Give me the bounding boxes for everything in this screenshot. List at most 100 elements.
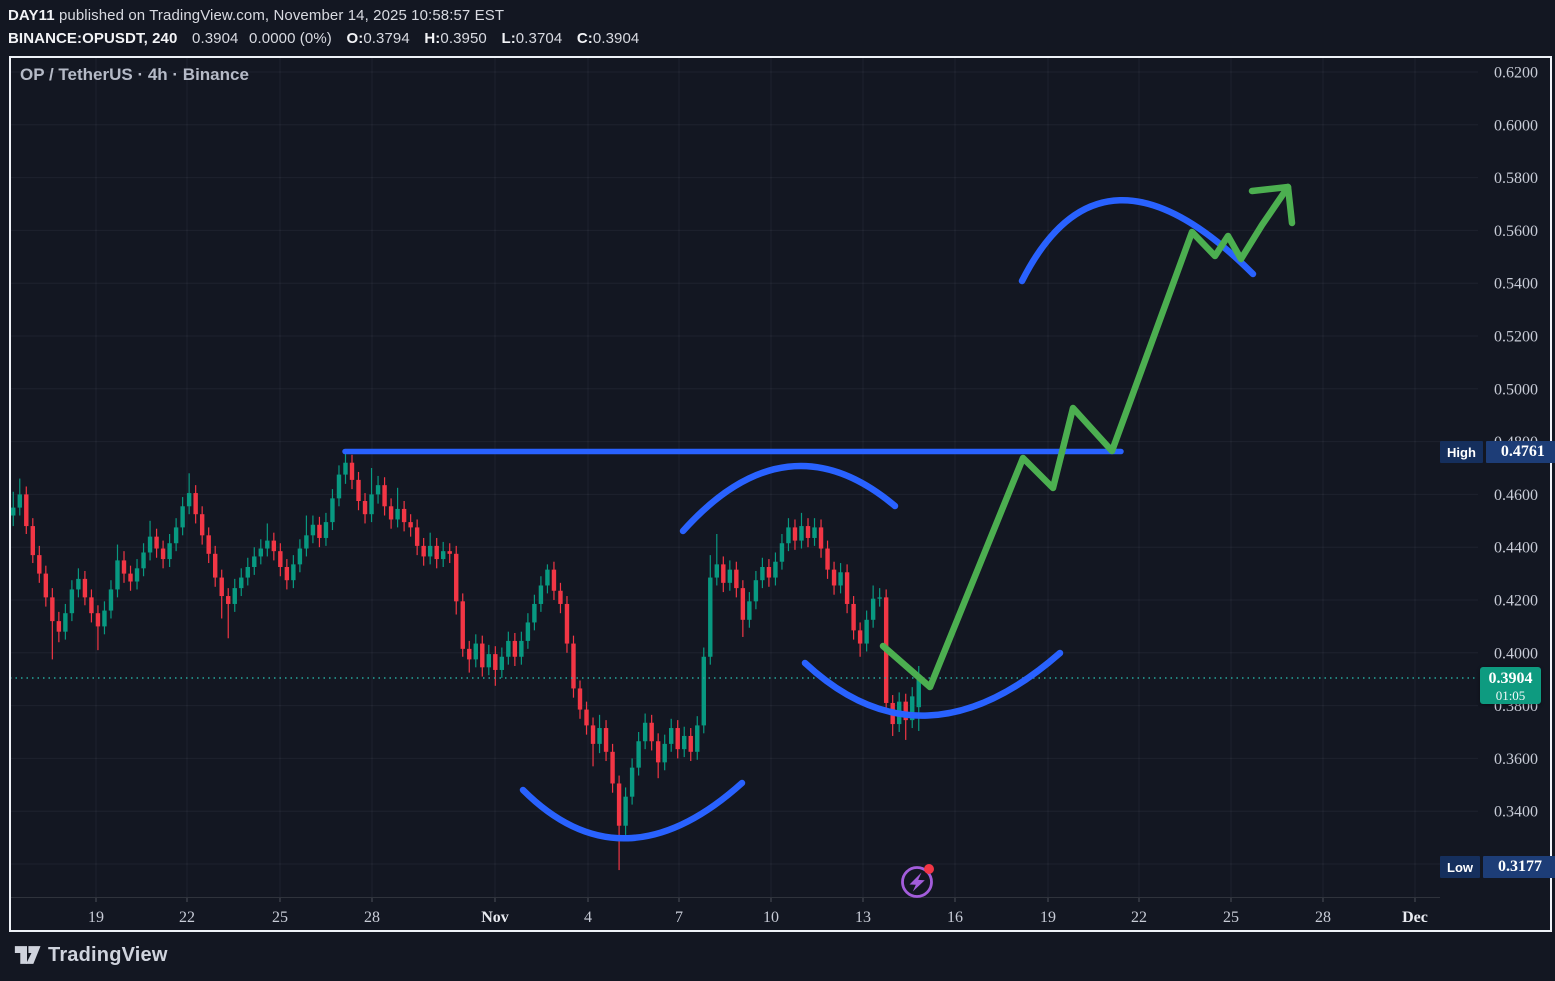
candle [818, 519, 824, 558]
symbol-last-price: 0.3904 [192, 30, 239, 47]
candle [766, 559, 772, 587]
horizontal-gridlines [11, 71, 1478, 865]
low-label: L: [501, 30, 516, 47]
author-name: DAY11 [8, 7, 55, 24]
high-value: 0.3950 [440, 30, 487, 47]
publish-info-line: DAY11 published on TradingView.com, Nove… [8, 7, 504, 24]
candle [154, 528, 159, 558]
price-tick-label: 0.4400 [1494, 540, 1538, 557]
price-tick-label: 0.4000 [1494, 645, 1538, 662]
candle [877, 588, 882, 607]
time-tick-label: 7 [675, 909, 683, 926]
candle [779, 534, 785, 570]
candle [454, 545, 459, 615]
candle [115, 544, 120, 598]
candle [558, 582, 563, 614]
price-tick-label: 0.4600 [1494, 487, 1538, 504]
price-tick-label: 0.6200 [1494, 65, 1538, 82]
high-label: H: [424, 30, 441, 47]
time-tick-label: 25 [272, 909, 288, 926]
price-tick-label: 0.4200 [1494, 593, 1538, 610]
high-marker-value: 0.4761 [1485, 441, 1555, 463]
candle [173, 518, 179, 552]
candle [30, 518, 36, 564]
candle [441, 541, 446, 567]
candle [265, 523, 270, 557]
head-dome-arc[interactable] [679, 462, 899, 535]
idea-circle [901, 866, 933, 898]
open-value: 0.3794 [363, 30, 410, 47]
candle-countdown: 01:05 [1495, 688, 1526, 703]
time-axis-labels: 19 22 25 28 Nov 4 7 10 13 16 19 22 25 28 Dec [88, 898, 1428, 926]
tradingview-logo[interactable]: TradingView [13, 943, 168, 967]
candle [792, 519, 798, 550]
projection-arrow-path[interactable] [879, 183, 1292, 691]
arrow-head [1248, 183, 1296, 227]
candle [206, 527, 211, 564]
candle [831, 561, 837, 595]
candle [701, 647, 706, 734]
candle [434, 537, 439, 569]
candle [460, 593, 465, 657]
candle [636, 732, 641, 776]
time-tick-label: 22 [1131, 909, 1147, 926]
candle [160, 540, 166, 569]
time-tick-label: 25 [1223, 909, 1239, 926]
high-marker-label: High [1440, 441, 1483, 463]
left-shoulder-arc[interactable] [519, 779, 746, 842]
low-marker-label: Low [1440, 856, 1480, 878]
close-label: C: [576, 30, 593, 47]
time-tick-label: 28 [364, 909, 380, 926]
candle [870, 585, 876, 628]
publish-text: published on TradingView.com, November 1… [58, 7, 505, 24]
candle [799, 512, 804, 549]
candle [284, 559, 290, 590]
candle [271, 532, 277, 561]
time-tick-label: 28 [1315, 909, 1331, 926]
candle [278, 543, 283, 577]
candle [538, 576, 544, 612]
candle [493, 646, 498, 686]
candle [401, 501, 407, 532]
candle [467, 640, 472, 673]
candle [727, 560, 733, 591]
candle [102, 601, 107, 635]
candle [369, 468, 374, 523]
symbol-name: BINANCE:OPUSDT, 240 [8, 30, 178, 47]
right-shoulder-arc[interactable] [801, 649, 1064, 719]
candle [388, 498, 394, 529]
candle [864, 610, 869, 652]
last-price-value: 0.3904 [1488, 670, 1533, 687]
candle [63, 603, 68, 640]
candle [473, 634, 478, 668]
candle [616, 775, 622, 871]
tradingview-logo-text: TradingView [48, 943, 168, 966]
tradingview-logo-mark [14, 946, 41, 964]
candle [343, 451, 348, 484]
candle [258, 539, 264, 565]
candle [597, 714, 602, 754]
breakout-dome-arc[interactable] [1018, 197, 1257, 285]
candle [753, 570, 759, 610]
candle [56, 611, 62, 643]
candle [408, 514, 413, 537]
candle [317, 516, 322, 548]
close-value: 0.3904 [592, 30, 640, 47]
candle [69, 580, 75, 622]
candle [486, 644, 492, 676]
time-tick-label: Nov [481, 909, 509, 926]
candle [43, 565, 49, 607]
candle [108, 580, 114, 619]
candle [24, 486, 29, 534]
candle [134, 559, 140, 590]
candle [629, 758, 635, 805]
idea-lightning-icon[interactable] [895, 860, 939, 904]
candle [95, 605, 101, 651]
open-label: O: [346, 30, 364, 47]
price-tick-label: 0.5000 [1494, 381, 1538, 398]
high-price-marker: High 0.4761 [1440, 441, 1555, 463]
price-tick-label: 0.5800 [1494, 170, 1538, 187]
chart-frame [9, 56, 1552, 932]
candle [655, 733, 661, 779]
